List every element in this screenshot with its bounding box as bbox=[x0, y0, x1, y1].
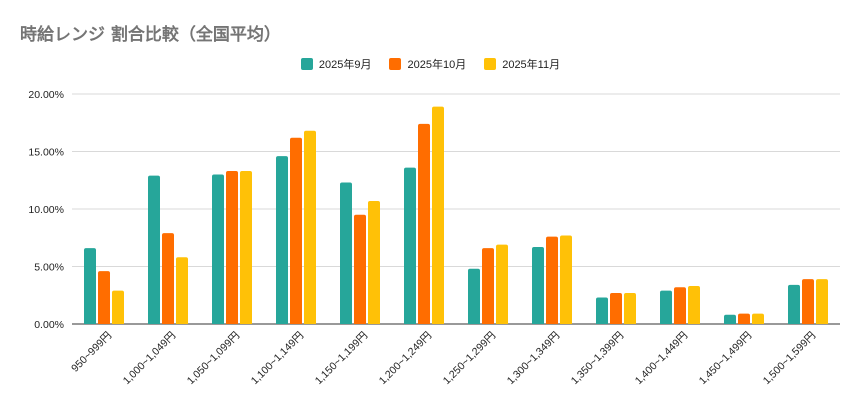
bar bbox=[674, 287, 686, 324]
bar bbox=[688, 286, 700, 324]
bar bbox=[354, 214, 366, 324]
x-tick-label: 1,050~1,099円 bbox=[185, 330, 242, 387]
bar bbox=[560, 235, 572, 324]
bar bbox=[304, 130, 316, 324]
legend-label: 2025年10月 bbox=[407, 59, 467, 71]
bar bbox=[162, 233, 174, 324]
x-tick-label: 1,350~1,399円 bbox=[569, 330, 626, 387]
legend-swatch bbox=[389, 58, 402, 70]
bar bbox=[724, 314, 736, 324]
legend-item: 2025年10月 bbox=[389, 56, 466, 72]
x-tick-label: 1,300~1,349円 bbox=[505, 330, 562, 387]
y-tick-label: 20.00% bbox=[28, 89, 64, 101]
x-tick-label: 950~999円 bbox=[69, 330, 114, 375]
bar bbox=[112, 290, 124, 324]
bar bbox=[148, 175, 160, 324]
y-tick-label: 15.00% bbox=[28, 147, 64, 159]
bar bbox=[432, 106, 444, 325]
bar bbox=[340, 182, 352, 324]
x-tick-label: 1,250~1,299円 bbox=[441, 330, 498, 387]
x-tick-label: 1,400~1,449円 bbox=[633, 330, 690, 387]
bar bbox=[98, 271, 110, 324]
bar bbox=[482, 248, 494, 324]
legend-item: 2025年9月 bbox=[300, 56, 372, 72]
bar bbox=[660, 290, 672, 324]
bar bbox=[176, 257, 188, 324]
bar bbox=[418, 123, 430, 325]
bar bbox=[596, 297, 608, 324]
bar bbox=[226, 171, 238, 324]
bar bbox=[532, 246, 544, 324]
legend-swatch bbox=[300, 58, 313, 70]
bar bbox=[212, 174, 224, 324]
x-tick-label: 1,450~1,499円 bbox=[697, 330, 754, 387]
bar bbox=[404, 167, 416, 324]
bar bbox=[752, 313, 764, 324]
bar bbox=[738, 313, 750, 324]
bar bbox=[802, 279, 814, 324]
bar bbox=[276, 156, 288, 324]
x-tick-label: 1,200~1,249円 bbox=[377, 330, 434, 387]
bar bbox=[368, 200, 380, 324]
bar bbox=[240, 171, 252, 324]
x-tick-label: 1,000~1,049円 bbox=[121, 330, 178, 387]
bar bbox=[290, 137, 302, 324]
bar bbox=[610, 292, 622, 324]
x-tick-label: 1,500~1,599円 bbox=[761, 330, 818, 387]
bar bbox=[496, 244, 508, 324]
bar bbox=[468, 268, 480, 324]
bar bbox=[816, 279, 828, 324]
y-tick-label: 5.00% bbox=[34, 262, 64, 274]
bar bbox=[546, 236, 558, 324]
y-tick-label: 0.00% bbox=[34, 319, 64, 331]
legend-item: 2025年11月 bbox=[484, 56, 560, 72]
chart-title: 時給レンジ 割合比較（全国平均） bbox=[20, 25, 281, 45]
bar bbox=[788, 284, 800, 324]
legend: 2025年9月 2025年10月 2025年11月 bbox=[0, 56, 861, 72]
x-tick-label: 1,100~1,149円 bbox=[249, 330, 306, 387]
legend-label: 2025年11月 bbox=[502, 59, 561, 71]
legend-label: 2025年9月 bbox=[318, 59, 372, 71]
bar bbox=[624, 292, 636, 324]
x-tick-label: 1,150~1,199円 bbox=[313, 330, 370, 387]
bar bbox=[84, 248, 96, 324]
legend-swatch bbox=[484, 58, 497, 70]
y-tick-label: 10.00% bbox=[28, 204, 64, 216]
